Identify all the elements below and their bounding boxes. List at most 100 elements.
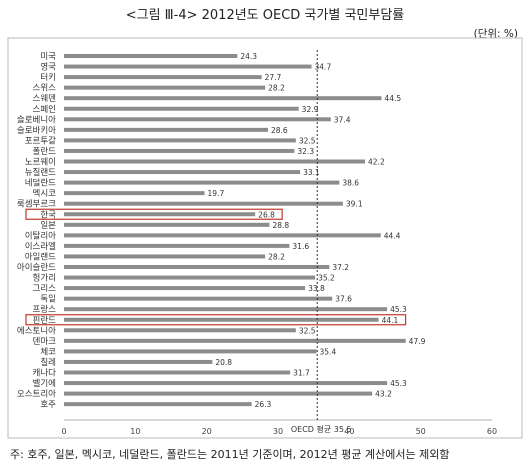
bar [64, 64, 312, 69]
bar [64, 402, 252, 407]
bar-value-label: 44.5 [384, 94, 401, 103]
bar [64, 296, 333, 301]
x-axis-ticks: 0 10 20 30 40 50 60 [61, 427, 497, 436]
bar-value-label: 24.3 [240, 52, 257, 61]
reference-label: OECD 평균 35.5 [291, 424, 352, 434]
category-label: 한국 [40, 210, 56, 220]
bar-value-label: 35.2 [318, 274, 335, 283]
bar-row: 영국 34.7 [40, 62, 331, 73]
bar-value-label: 45.3 [390, 379, 407, 388]
bar [64, 265, 330, 269]
bar-row: 터키 27.7 [40, 73, 281, 83]
bar-value-label: 27.7 [265, 73, 282, 82]
bar [64, 243, 290, 248]
bar-row: 그리스 33.8 [33, 284, 326, 294]
category-label: 캐나다 [33, 369, 57, 379]
category-label: 칠레 [40, 358, 56, 368]
bar [64, 370, 291, 375]
bar [64, 170, 301, 175]
bar [64, 222, 270, 227]
bar [64, 75, 262, 80]
category-label: 네덜란드 [25, 178, 56, 189]
bar-value-label: 26.3 [255, 400, 272, 409]
category-label: 아이슬란드 [17, 262, 56, 273]
bar-row: 오스트리아 43.2 [17, 389, 392, 400]
bar [64, 275, 316, 280]
bar-row: 이스라엘 31.6 [25, 241, 310, 252]
bar [64, 391, 373, 396]
bar-row: 아일랜드 28.2 [25, 251, 285, 262]
category-label: 덴마크 [33, 337, 57, 347]
category-label: 프랑스 [33, 304, 57, 315]
bar [64, 96, 382, 101]
bar-row: 체코 35.4 [40, 346, 336, 357]
bar-value-label: 35.4 [320, 347, 337, 356]
bar [64, 233, 381, 238]
bar-value-label: 33.1 [303, 168, 320, 177]
bar-value-label: 39.1 [346, 200, 363, 209]
x-tick-label: 40 [344, 427, 354, 436]
x-tick-label: 10 [130, 427, 140, 436]
category-label: 일본 [40, 221, 56, 231]
bar-row: 슬로베니아 37.4 [17, 114, 351, 125]
category-label: 체코 [40, 346, 56, 357]
category-label: 이탈리아 [25, 230, 56, 241]
category-label: 영국 [40, 62, 56, 73]
bar-row: 칠레 20.8 [40, 358, 232, 368]
bar-value-label: 43.2 [375, 390, 392, 399]
bar-value-label: 28.8 [272, 221, 289, 230]
x-tick-label: 50 [416, 427, 426, 436]
bar-row: 노르웨이 42.2 [25, 157, 385, 168]
figure-title: <그림 Ⅲ-4> 2012년도 OECD 국가별 국민부담률 [125, 8, 405, 23]
bar-row: 헝가리 35.2 [33, 274, 335, 284]
category-label: 아일랜드 [25, 251, 56, 262]
category-label: 뉴질랜드 [25, 167, 56, 178]
bar-value-label: 47.9 [409, 337, 426, 346]
highlight-box [25, 208, 283, 220]
bar-row: 벨기에 45.3 [33, 378, 408, 389]
bar-row: 호주 26.3 [40, 400, 271, 410]
bar-row: 스위스 28.2 [33, 84, 286, 94]
bar [64, 254, 266, 259]
bar-row: 슬로바키아 28.6 [17, 125, 288, 136]
bar-value-label: 32.5 [299, 136, 316, 145]
bar-value-label: 28.2 [268, 84, 285, 93]
bar-row: 룩셈부르크 39.1 [17, 200, 363, 210]
category-label: 핀란드 [33, 315, 57, 326]
category-label: 멕시코 [33, 188, 57, 199]
bar-value-label: 34.7 [315, 63, 332, 72]
category-label: 독일 [40, 295, 56, 305]
category-label: 포르투갈 [25, 136, 56, 146]
bar-row: 핀란드 44.1 [25, 314, 407, 326]
category-label: 벨기에 [33, 378, 56, 389]
x-tick-label: 60 [487, 427, 497, 436]
bar [64, 159, 366, 164]
category-label: 호주 [40, 400, 56, 410]
bar-value-label: 37.4 [334, 115, 351, 124]
plot-frame [7, 37, 523, 439]
bar [64, 138, 296, 143]
category-label: 터키 [40, 73, 56, 83]
bar [64, 148, 295, 153]
x-tick-label: 30 [273, 427, 283, 436]
bar-value-label: 44.4 [384, 231, 401, 240]
category-label: 스페인 [33, 104, 56, 115]
x-tick-label: 20 [202, 427, 212, 436]
bar [64, 180, 340, 185]
bar-value-label: 31.6 [292, 242, 309, 251]
bar-row: 한국 26.8 [25, 208, 283, 220]
bar-row: 네덜란드 38.6 [25, 178, 360, 189]
bar [64, 191, 205, 196]
bar-value-label: 42.2 [368, 158, 385, 167]
category-label: 그리스 [33, 284, 57, 294]
bar-row: 아이슬란드 37.2 [17, 262, 349, 273]
bar [64, 85, 266, 90]
category-label: 스위스 [33, 84, 57, 94]
bar [64, 381, 388, 386]
category-label: 오스트리아 [17, 389, 56, 400]
highlight-box [25, 314, 407, 326]
bar-value-label: 37.2 [332, 263, 349, 272]
bar-row: 스페인 32.9 [33, 104, 319, 115]
